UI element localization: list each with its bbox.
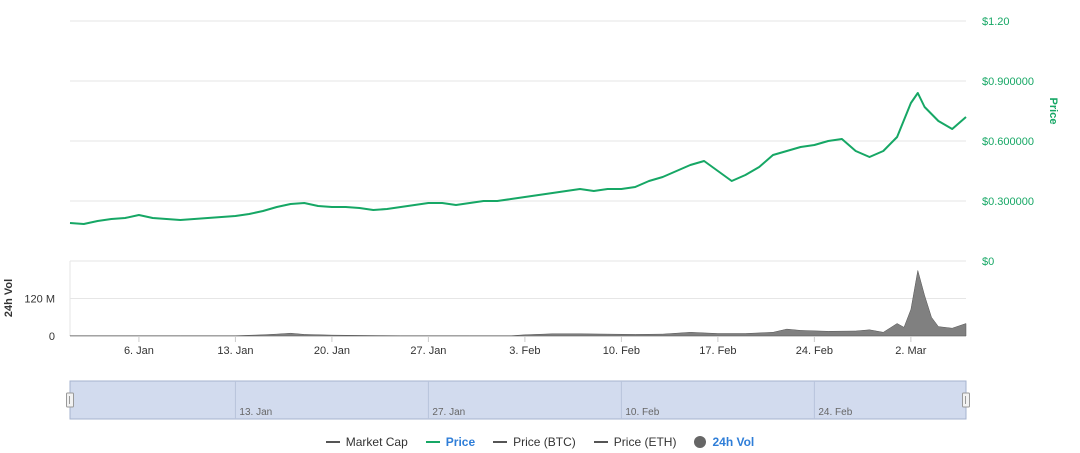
- x-tick-label: 6. Jan: [124, 345, 154, 357]
- legend-item[interactable]: 24h Vol: [694, 435, 754, 449]
- legend-line-icon: [425, 441, 440, 443]
- legend-line-icon: [325, 441, 340, 443]
- x-tick-label: 20. Jan: [314, 345, 350, 357]
- x-tick-label: 24. Feb: [796, 345, 833, 357]
- x-tick-label: 27. Jan: [410, 345, 446, 357]
- legend-label: Price (BTC): [513, 435, 576, 449]
- navigator-tick-label: 27. Jan: [432, 407, 465, 418]
- legend-item[interactable]: Market Cap: [325, 435, 408, 449]
- price-tick-label: $0: [982, 256, 994, 268]
- legend-label: Price (ETH): [613, 435, 677, 449]
- x-tick-label: 17. Feb: [699, 345, 736, 357]
- legend-label: Price: [445, 435, 476, 449]
- price-axis-title: Price: [1047, 98, 1059, 125]
- volume-tick-label: 120 M: [24, 294, 55, 306]
- x-tick-label: 13. Jan: [217, 345, 253, 357]
- price-line[interactable]: [69, 92, 967, 225]
- volume-area[interactable]: [69, 270, 967, 337]
- legend: Market Cap Price Price (BTC) Price (ETH) 24h…: [0, 432, 1080, 452]
- price-gridlines: [70, 20, 966, 262]
- legend-line-icon: [493, 441, 508, 443]
- legend-item[interactable]: Price (BTC): [493, 435, 576, 449]
- legend-label: Market Cap: [345, 435, 408, 449]
- price-chart: $1.20 $0.900000 $0.600000 $0.300000 $0 Price…: [3, 16, 1059, 420]
- x-tick-label: 10. Feb: [603, 345, 640, 357]
- legend-dot-icon: [694, 436, 707, 448]
- navigator-tick-label: 24. Feb: [818, 407, 852, 418]
- legend-item[interactable]: Price: [425, 435, 476, 449]
- price-tick-label: $1.20: [982, 16, 1010, 28]
- navigator[interactable]: 13. Jan 27. Jan 10. Feb 24. Feb: [66, 380, 970, 420]
- price-tick-label: $0.300000: [982, 196, 1034, 208]
- legend-label: 24h Vol: [712, 435, 755, 449]
- x-tick-label: 2. Mar: [895, 345, 927, 357]
- x-tick-label: 3. Feb: [509, 345, 540, 357]
- volume-axis-title: 24h Vol: [3, 279, 15, 317]
- volume-axis-labels: 120 M 0: [24, 294, 55, 344]
- price-axis-labels: $1.20 $0.900000 $0.600000 $0.300000 $0: [982, 16, 1034, 268]
- navigator-tick-label: 13. Jan: [239, 407, 272, 418]
- legend-line-icon: [593, 441, 608, 443]
- volume-tick-label: 0: [49, 331, 55, 343]
- legend-item[interactable]: Price (ETH): [593, 435, 677, 449]
- price-tick-label: $0.900000: [982, 76, 1034, 88]
- volume-gridlines: [69, 261, 966, 337]
- price-tick-label: $0.600000: [982, 136, 1034, 148]
- navigator-tick-label: 10. Feb: [625, 407, 659, 418]
- x-axis-labels: 6. Jan 13. Jan 20. Jan 27. Jan 3. Feb 10. Feb…: [124, 336, 927, 357]
